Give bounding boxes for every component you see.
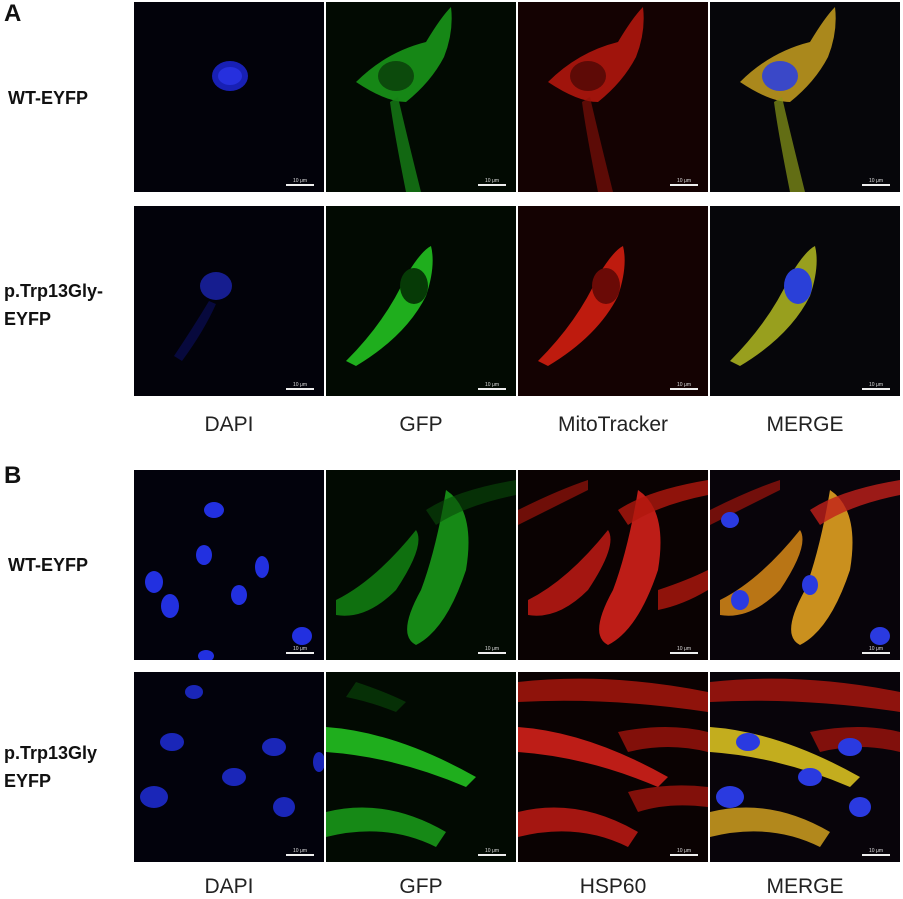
panel-b-col-label-merge: MERGE (766, 875, 844, 898)
scale-bar: 10 μm (670, 646, 698, 654)
panel-a-mut-mitotracker-image: 10 μm (518, 206, 708, 396)
panel-b-wt-hsp60-image: 10 μm (518, 470, 708, 660)
panel-b-col-label-hsp60: HSP60 (579, 875, 647, 898)
panel-a-mut-gfp-image: 10 μm (326, 206, 516, 396)
scale-bar: 10 μm (286, 178, 314, 186)
scale-bar: 10 μm (478, 382, 506, 390)
panel-a-col-label-mitotracker: MitoTracker (557, 413, 669, 436)
panel-b-mut-hsp60-image: 10 μm (518, 672, 708, 862)
panel-b-row1-label: WT-EYFP (8, 555, 88, 575)
panel-a-mut-dapi-image: 10 μm (134, 206, 324, 396)
panel-b-row2-label: p.Trp13Gly EYFP (4, 743, 98, 791)
scale-bar: 10 μm (862, 178, 890, 186)
scale-bar: 10 μm (670, 382, 698, 390)
scale-bar: 10 μm (862, 646, 890, 654)
panel-b-col-label-gfp: GFP (399, 875, 443, 898)
panel-b-mut-merge-image: 10 μm (710, 672, 900, 862)
panel-a-wt-dapi-image: 10 μm (134, 2, 324, 192)
panel-b-letter: B (4, 462, 22, 489)
scale-bar: 10 μm (478, 178, 506, 186)
panel-b-col-label-dapi: DAPI (204, 875, 254, 898)
scale-bar: 10 μm (862, 382, 890, 390)
panel-b-mut-dapi-image: 10 μm (134, 672, 324, 862)
scale-bar: 10 μm (286, 848, 314, 856)
panel-b-wt-dapi-image: 10 μm (134, 470, 324, 660)
panel-b-wt-gfp-image: 10 μm (326, 470, 516, 660)
panel-a-row1-label: WT-EYFP (8, 88, 88, 108)
panel-a-col-label-merge: MERGE (766, 413, 844, 436)
scale-bar: 10 μm (478, 848, 506, 856)
scale-bar: 10 μm (478, 646, 506, 654)
panel-a-wt-merge-image: 10 μm (710, 2, 900, 192)
panel-a-wt-gfp-image: 10 μm (326, 2, 516, 192)
scale-bar: 10 μm (286, 382, 314, 390)
panel-a-row2-label: p.Trp13Gly- EYFP (4, 281, 104, 329)
panel-b-mut-gfp-image: 10 μm (326, 672, 516, 862)
scale-bar: 10 μm (670, 178, 698, 186)
panel-a-wt-mitotracker-image: 10 μm (518, 2, 708, 192)
panel-a-mut-merge-image: 10 μm (710, 206, 900, 396)
scale-bar: 10 μm (670, 848, 698, 856)
panel-a-col-label-gfp: GFP (399, 413, 443, 436)
panel-b-wt-merge-image: 10 μm (710, 470, 900, 660)
panel-a-letter: A (4, 0, 22, 27)
panel-a-col-label-dapi: DAPI (204, 413, 254, 436)
scale-bar: 10 μm (286, 646, 314, 654)
scale-bar: 10 μm (862, 848, 890, 856)
